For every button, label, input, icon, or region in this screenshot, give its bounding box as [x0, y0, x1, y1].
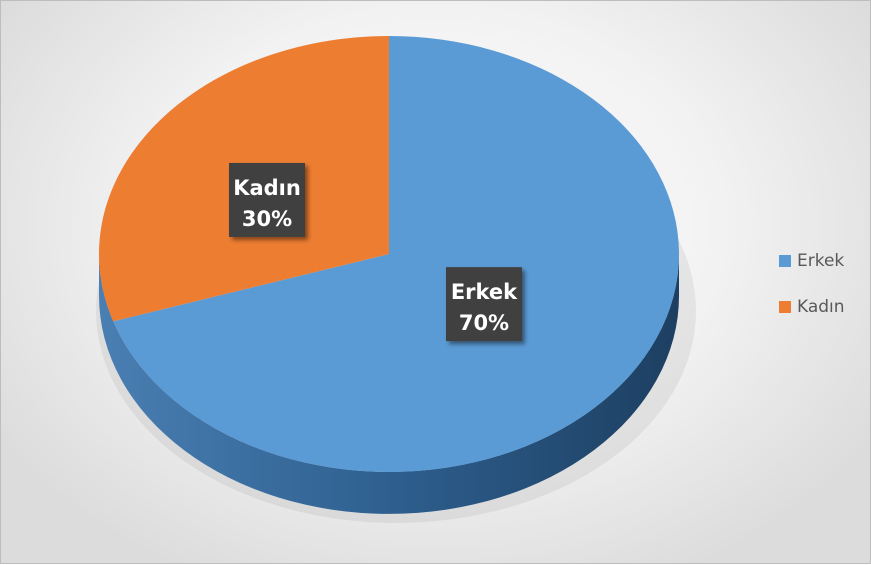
pie-side [99, 254, 679, 514]
data-label-percent: 70% [459, 311, 509, 335]
data-label-category: Erkek [451, 280, 518, 304]
legend-item-erkek: Erkek [779, 249, 845, 273]
data-label-box [229, 162, 306, 237]
legend-label: Kadın [797, 297, 845, 317]
legend: Erkek Kadın [779, 249, 845, 341]
legend-swatch [779, 255, 791, 267]
data-label-category: Kadın [233, 176, 301, 200]
data-label-kadın: Kadın 30% [229, 162, 306, 237]
data-label-box [445, 267, 522, 342]
data-label-erkek: Erkek 70% [445, 267, 522, 342]
legend-item-kadın: Kadın [779, 295, 845, 319]
legend-swatch [779, 301, 791, 313]
pie-slice-erkek [113, 36, 680, 472]
legend-label: Erkek [797, 251, 845, 271]
data-label-percent: 30% [242, 207, 292, 231]
